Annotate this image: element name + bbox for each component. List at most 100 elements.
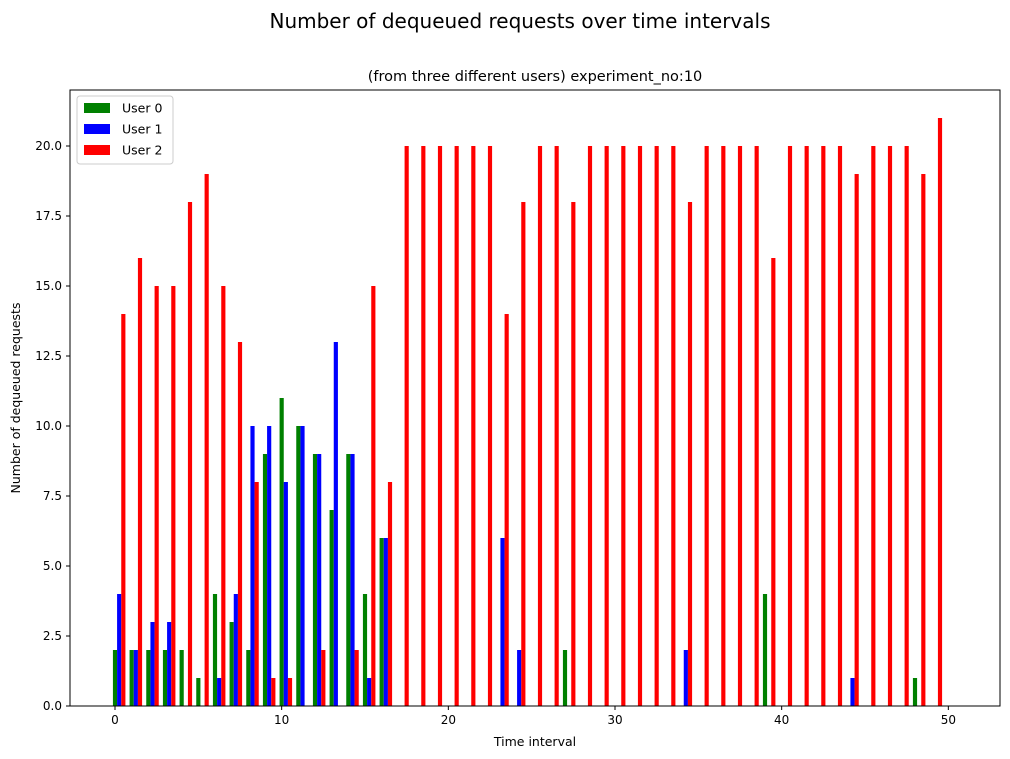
bar-series-1-x-6 [217,678,222,706]
legend: User 0 User 1 User 2 [76,95,174,165]
bar-series-0-x-2 [146,650,151,706]
bar-series-2-x-0 [121,314,126,706]
bar-series-2-x-5 [204,174,209,706]
y-tick-label: 0.0 [43,699,62,713]
legend-swatch-2 [84,145,110,155]
bar-series-2-x-12 [321,650,326,706]
y-tick-label: 5.0 [43,559,62,573]
bar-series-0-x-11 [296,426,301,706]
y-axis-ticks: 0.0 2.5 5.0 7.5 10.0 12.5 15.0 17.5 20.0 [35,139,70,713]
bar-series-2-x-41 [804,146,809,706]
bar-series-1-x-23 [500,538,505,706]
bar-series-2-x-4 [187,202,193,706]
bar-series-2-x-47 [904,146,909,706]
bar-series-2-x-23 [504,314,509,706]
bar-series-2-x-29 [604,146,609,706]
bar-series-2-x-19 [437,146,443,706]
bar-series-0-x-16 [379,538,384,706]
y-tick-label: 10.0 [35,419,62,433]
bar-series-1-x-1 [133,650,138,706]
bar-series-2-x-43 [837,146,843,706]
bar-series-2-x-3 [171,286,176,706]
x-tick-label: 50 [941,713,956,727]
bar-series-2-x-16 [387,482,393,706]
x-tick-label: 30 [607,713,622,727]
bar-series-1-x-9 [267,426,272,706]
x-tick-label: 10 [274,713,289,727]
bar-series-2-x-15 [371,286,376,706]
bar-series-2-x-32 [654,146,659,706]
chart-title: (from three different users) experiment_… [368,69,703,85]
bar-series-2-x-40 [787,146,793,706]
bar-series-2-x-34 [687,202,693,706]
legend-label-1: User 1 [122,122,162,137]
bar-series-0-x-5 [196,678,201,706]
y-tick-label: 7.5 [43,489,62,503]
y-tick-label: 12.5 [35,349,62,363]
bar-series-2-x-24 [521,202,526,706]
y-tick-label: 17.5 [35,209,62,223]
y-tick-label: 2.5 [43,629,62,643]
bar-series-2-x-26 [554,146,559,706]
bar-series-2-x-18 [421,146,426,706]
y-tick-label: 15.0 [35,279,62,293]
bar-series-2-x-44 [854,174,859,706]
bar-series-1-x-13 [333,342,338,706]
bar-series-2-x-48 [921,174,926,706]
bar-series-2-x-42 [821,146,826,706]
x-axis-label: Time interval [493,734,576,749]
bar-series-2-x-35 [704,146,709,706]
bar-series-2-x-8 [254,482,259,706]
bar-series-1-x-7 [233,594,238,706]
x-tick-label: 0 [111,713,119,727]
bar-series-2-x-17 [404,146,409,706]
bar-series-2-x-2 [154,286,159,706]
bar-series-2-x-1 [137,258,143,706]
bar-series-0-x-27 [562,650,568,706]
bar-series-1-x-24 [517,650,522,706]
bar-series-2-x-6 [221,286,226,706]
bar-series-1-x-16 [383,538,388,706]
bar-series-2-x-10 [287,678,293,706]
legend-swatch-1 [84,124,110,134]
bar-series-0-x-14 [346,454,351,706]
bar-series-0-x-12 [312,454,318,706]
bar-series-2-x-30 [621,146,626,706]
bar-series-0-x-4 [179,650,184,706]
bar-series-2-x-25 [537,146,543,706]
bar-series-0-x-13 [329,510,334,706]
bar-series-1-x-14 [350,454,355,706]
bar-series-0-x-15 [362,594,368,706]
bar-series-0-x-9 [262,454,268,706]
legend-swatch-0 [84,103,110,113]
bar-series-2-x-45 [871,146,876,706]
chart-suptitle: Number of dequeued requests over time in… [269,9,770,33]
bars-layer [112,118,943,706]
legend-label-2: User 2 [122,143,162,158]
bar-series-0-x-6 [212,594,218,706]
y-axis-label: Number of dequeued requests [8,303,23,494]
bar-series-1-x-10 [283,482,288,706]
bar-series-0-x-48 [912,678,918,706]
bar-series-1-x-2 [150,622,155,706]
bar-series-0-x-10 [279,398,284,706]
plot-frame [69,89,1001,707]
bar-series-2-x-39 [771,258,776,706]
bar-series-2-x-21 [471,146,476,706]
bar-series-2-x-33 [671,146,676,706]
bar-series-1-x-44 [850,678,855,706]
bar-series-2-x-9 [271,678,276,706]
bar-series-2-x-27 [571,202,576,706]
bar-series-2-x-28 [587,146,593,706]
bar-series-2-x-36 [721,146,726,706]
bar-series-0-x-3 [162,650,168,706]
bar-series-1-x-3 [167,622,172,706]
bar-series-2-x-46 [887,146,893,706]
bar-series-2-x-38 [754,146,759,706]
legend-label-0: User 0 [122,101,162,116]
bar-series-1-x-11 [300,426,305,706]
x-tick-label: 20 [441,713,456,727]
y-tick-label: 20.0 [35,139,62,153]
bar-series-1-x-34 [683,650,688,706]
